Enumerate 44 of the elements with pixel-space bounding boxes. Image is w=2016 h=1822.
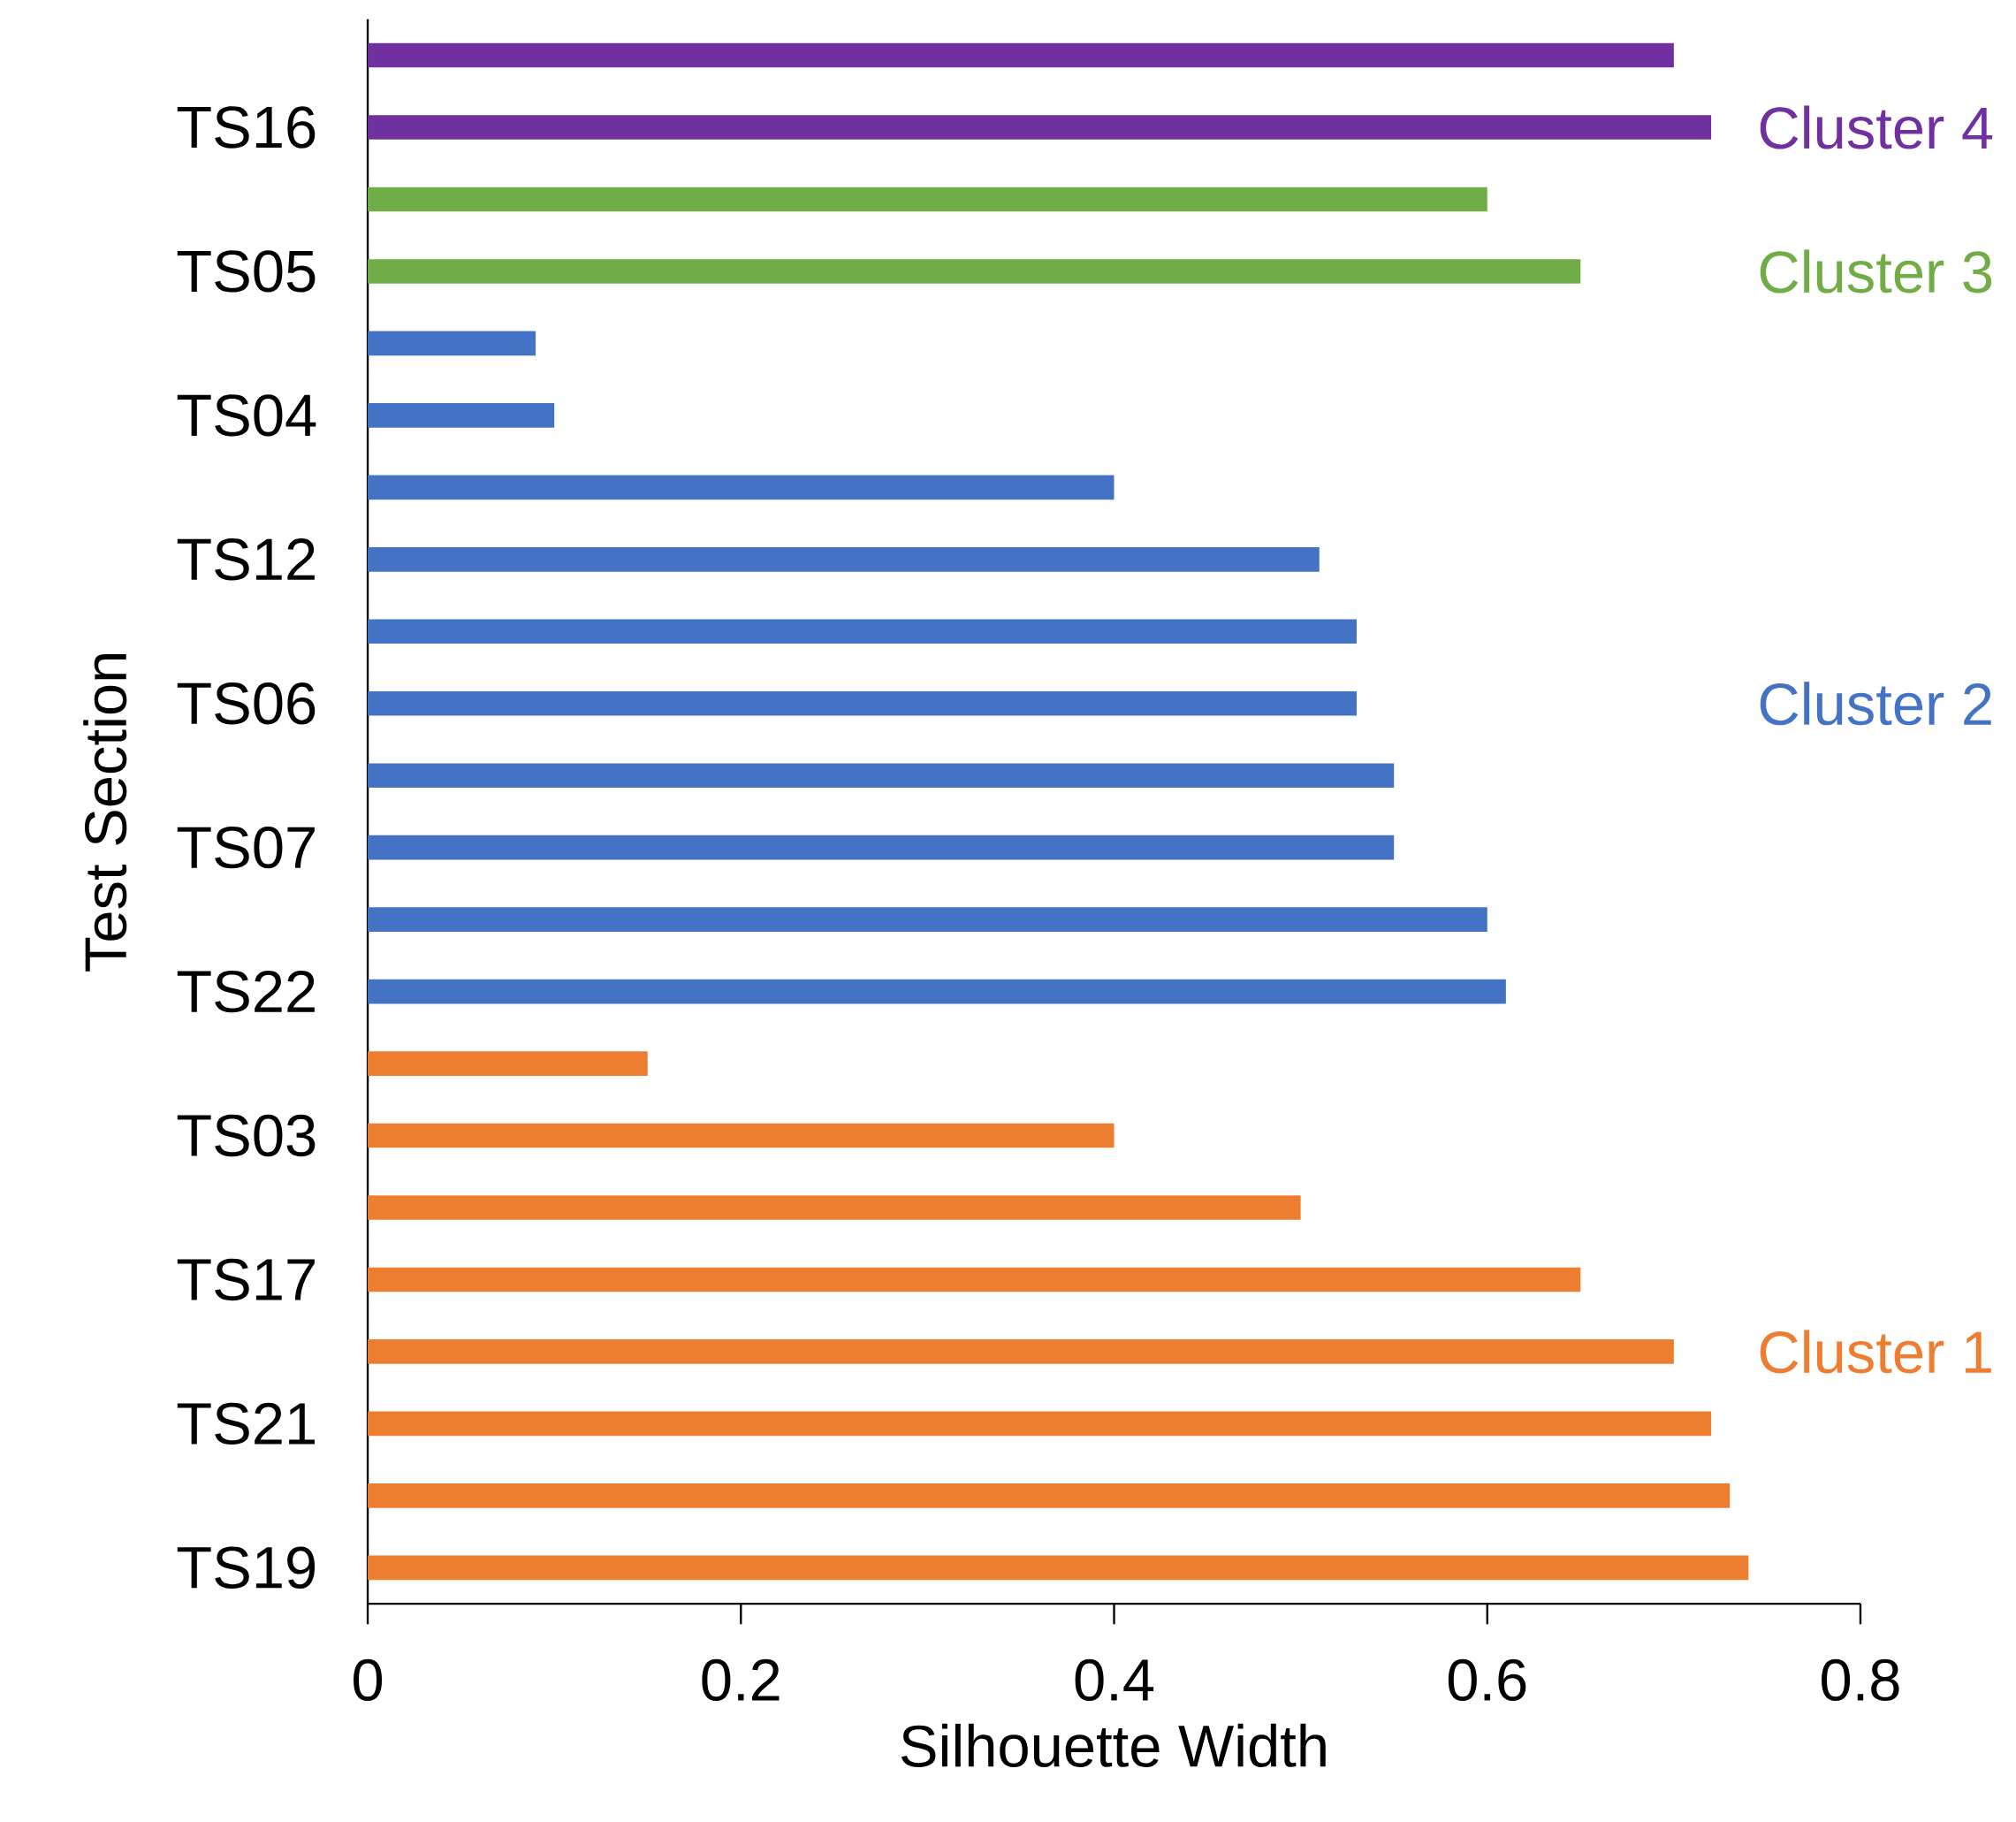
bar: [368, 1555, 1749, 1580]
bar: [368, 979, 1506, 1004]
y-tick-label: TS07: [177, 826, 315, 869]
bar: [368, 331, 536, 356]
y-tick-label: TS12: [177, 537, 315, 581]
x-tick-label: 0.2: [702, 1658, 780, 1701]
y-tick-label: TS06: [177, 682, 316, 725]
bar: [368, 690, 1357, 716]
y-tick-label: TS22: [177, 970, 315, 1013]
bar: [368, 835, 1395, 860]
y-tick-label: TS19: [177, 1546, 316, 1589]
bar: [368, 402, 555, 428]
y-tick-label: TS04: [177, 394, 316, 437]
bar: [368, 763, 1395, 788]
bar: [368, 619, 1357, 644]
bar: [368, 475, 1115, 499]
bar: [368, 1483, 1731, 1508]
bar: [368, 42, 1674, 68]
series-label: Cluster 1: [1760, 1330, 1991, 1374]
bar: [368, 1195, 1301, 1220]
y-tick-label: TS17: [177, 1258, 315, 1300]
bar: [368, 258, 1581, 284]
bar: [368, 1123, 1115, 1148]
y-axis-title: Test Section: [83, 653, 127, 972]
x-tick-label: 0: [354, 1658, 383, 1701]
bar: [368, 1267, 1581, 1292]
y-tick-label: TS16: [177, 106, 316, 149]
bar: [368, 1051, 648, 1076]
x-tick-label: 0.6: [1448, 1658, 1526, 1701]
bar: [368, 1411, 1712, 1437]
series-label: Cluster 4: [1760, 105, 1993, 149]
bar: [368, 907, 1487, 932]
x-axis-title: Silhouette Width: [901, 1723, 1326, 1767]
bar: [368, 115, 1712, 140]
y-tick-label: TS03: [177, 1114, 316, 1157]
x-tick-label: 0.8: [1822, 1658, 1899, 1701]
text: Cluster 2: [1760, 681, 1991, 726]
bar: [368, 1338, 1674, 1364]
x-tick-label: 0.4: [1075, 1658, 1154, 1701]
bar: [368, 187, 1487, 212]
y-tick-label: TS21: [177, 1402, 315, 1445]
y-tick-label: TS05: [177, 250, 316, 293]
bar: [368, 546, 1320, 572]
text: Cluster 3: [1760, 249, 1992, 294]
